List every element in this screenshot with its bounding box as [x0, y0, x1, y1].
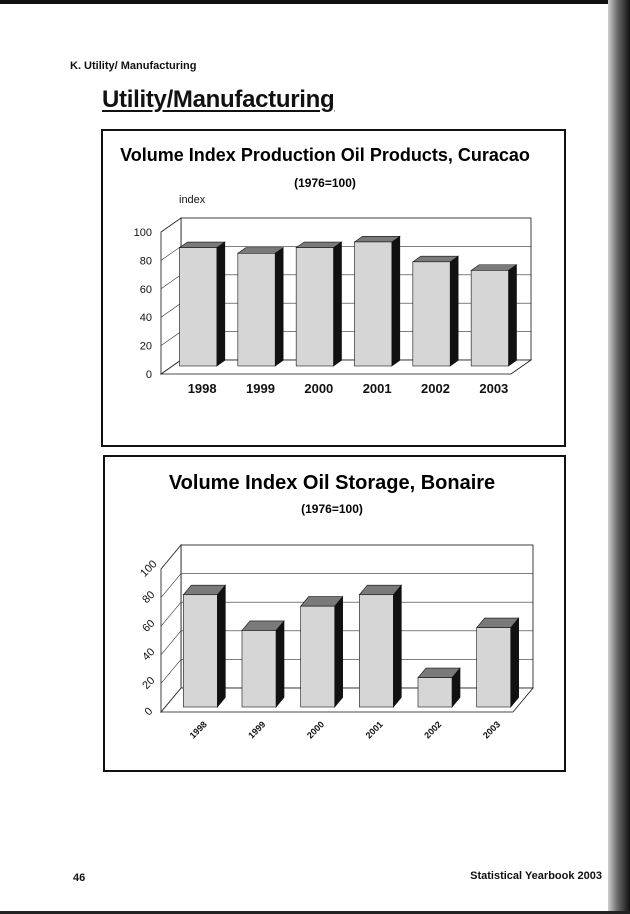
y-tick-label: 20	[140, 675, 157, 692]
bar	[470, 270, 509, 367]
bar	[300, 605, 335, 708]
gridline	[160, 601, 533, 627]
gridline	[160, 217, 531, 233]
gridline	[160, 573, 533, 598]
y-tick-label: 60	[140, 618, 157, 635]
y-tick-label: 0	[146, 369, 152, 381]
bar-side	[333, 241, 342, 367]
bar	[183, 594, 218, 708]
y-tick-label: 40	[140, 646, 157, 663]
bar-side	[391, 235, 401, 367]
bar-side	[508, 264, 517, 367]
gridline	[160, 687, 533, 713]
x-tick-label: 2000	[304, 381, 333, 396]
gridline	[160, 659, 533, 684]
section-label: K. Utility/ Manufacturing	[70, 60, 197, 72]
bar-side	[275, 620, 285, 708]
bar-side	[334, 595, 343, 708]
bar-side	[217, 584, 226, 708]
chart-curacao-oil-products: Volume Index Production Oil Products, Cu…	[101, 129, 566, 447]
x-tick-label: 2002	[422, 719, 443, 740]
y-tick-label: 0	[142, 705, 155, 718]
bar	[237, 253, 276, 367]
bar	[417, 677, 453, 708]
y-tick-label: 100	[138, 558, 159, 579]
x-tick-label: 1999	[246, 381, 275, 396]
page-right-edge-shadow	[608, 0, 630, 914]
chart-bonaire-svg: Volume Index Oil Storage, Bonaire (1976=1…	[138, 472, 534, 740]
chart-bonaire-oil-storage: Volume Index Oil Storage, Bonaire (1976=1…	[103, 455, 566, 772]
bar-top	[236, 247, 285, 254]
x-tick-label: 2001	[364, 719, 385, 740]
x-tick-label: 2000	[305, 719, 326, 740]
gridline	[160, 630, 533, 655]
chart-curacao-svg: Volume Index Production Oil Products, Cu…	[120, 145, 533, 396]
chart-subtitle: (1976=100)	[301, 502, 363, 516]
bar-top	[411, 255, 460, 263]
x-tick-label: 2003	[481, 719, 502, 740]
bar-side	[274, 247, 284, 367]
page-top-edge	[0, 0, 630, 4]
page-number: 46	[73, 872, 86, 884]
y-tick-label: 40	[140, 312, 152, 324]
bar-side	[216, 241, 226, 367]
bar-top	[295, 241, 343, 248]
bar-top	[178, 241, 226, 248]
bar-side	[510, 617, 519, 708]
bar-top	[470, 264, 518, 271]
page-bottom-edge	[0, 911, 630, 914]
y-tick-label: 20	[140, 341, 152, 353]
bar	[476, 627, 511, 708]
y-axis-label: index	[179, 194, 206, 206]
bar-side	[449, 255, 459, 367]
y-tick-label: 80	[140, 255, 152, 267]
plot-side-wall	[160, 217, 182, 375]
y-tick-label: 60	[140, 284, 152, 296]
gridline	[160, 544, 533, 570]
x-tick-label: 1998	[188, 381, 217, 396]
publication-name: Statistical Yearbook 2003	[470, 870, 602, 882]
x-tick-label: 2003	[479, 381, 508, 396]
bar	[359, 594, 394, 708]
x-tick-label: 2001	[363, 381, 392, 396]
bar	[295, 247, 334, 367]
chart-subtitle: (1976=100)	[294, 176, 356, 190]
bar	[179, 247, 218, 367]
bar-side	[393, 584, 402, 708]
plot-side-wall	[160, 543, 182, 714]
x-tick-label: 2002	[421, 381, 450, 396]
bar	[412, 261, 451, 367]
page-title: Utility/Manufacturing	[102, 86, 335, 113]
bar	[354, 241, 393, 367]
bar	[241, 630, 277, 708]
chart-title: Volume Index Production Oil Products, Cu…	[120, 145, 530, 165]
x-tick-label: 1999	[246, 719, 267, 740]
x-tick-label: 1998	[188, 719, 209, 740]
bar-top	[353, 236, 401, 243]
chart-title: Volume Index Oil Storage, Bonaire	[169, 472, 495, 494]
y-tick-label: 100	[134, 227, 152, 239]
y-tick-label: 80	[140, 589, 157, 606]
